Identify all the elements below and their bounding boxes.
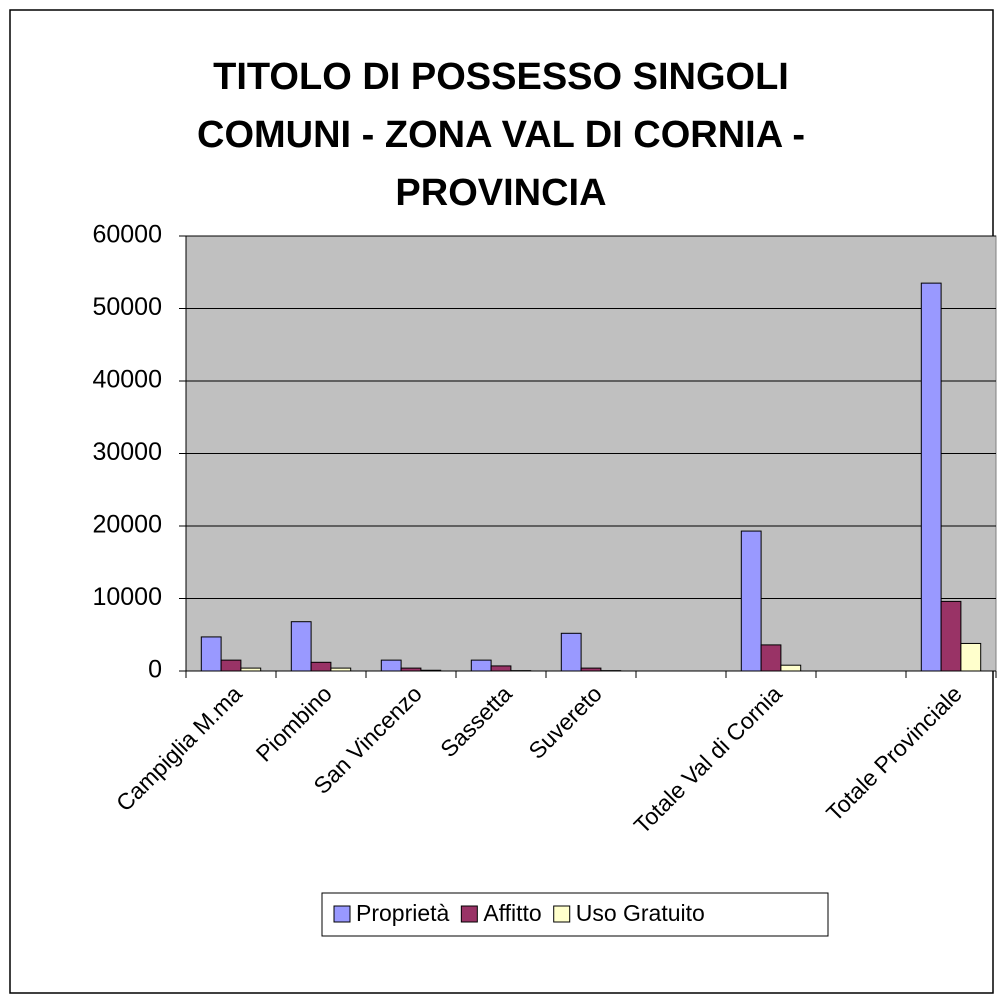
y-tick-label: 10000 (92, 583, 162, 611)
y-tick-label: 40000 (92, 366, 162, 394)
y-tick-label: 30000 (92, 438, 162, 466)
bar (330, 667, 352, 672)
legend-swatch (553, 905, 571, 923)
legend-label: Affitto (483, 900, 541, 926)
legend-label: Uso Gratuito (576, 900, 705, 926)
y-tick-label: 60000 (92, 221, 162, 249)
bar (290, 621, 312, 672)
bar (310, 661, 332, 672)
legend-label: Proprietà (356, 900, 450, 926)
legend-swatch (460, 905, 478, 923)
bar (960, 642, 982, 672)
bar (490, 665, 512, 672)
bar (380, 659, 402, 672)
y-tick-label: 50000 (92, 293, 162, 321)
bar (780, 664, 802, 672)
bar (560, 632, 582, 672)
bar (240, 667, 262, 672)
y-tick-label: 20000 (92, 511, 162, 539)
bar (740, 530, 762, 672)
bar (940, 600, 962, 672)
bar (400, 667, 422, 672)
bar (420, 669, 442, 672)
bar (470, 659, 492, 672)
bar (760, 644, 782, 672)
bar (220, 659, 242, 672)
legend-box (321, 892, 829, 937)
chart-title: TITOLO DI POSSESSO SINGOLI COMUNI - ZONA… (197, 56, 805, 214)
y-tick-label: 0 (148, 656, 162, 684)
bar (580, 667, 602, 672)
bar (920, 282, 942, 672)
bar (200, 636, 222, 672)
legend-swatch (333, 905, 351, 923)
